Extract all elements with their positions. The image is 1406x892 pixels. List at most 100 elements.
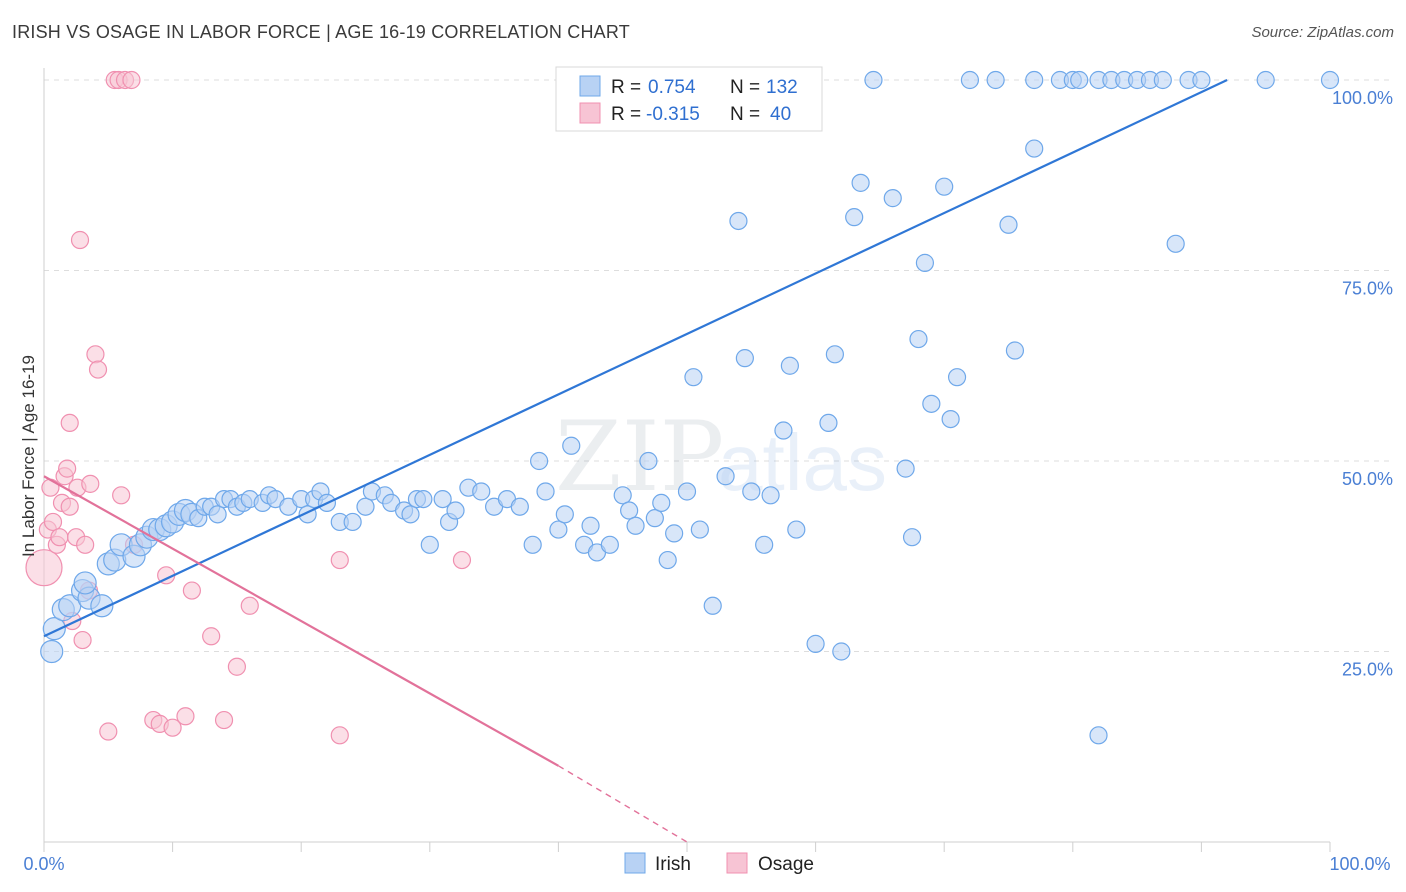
irish-r-value: 0.754 xyxy=(648,77,696,98)
irish-point-0 xyxy=(40,639,64,664)
legend-osage-swatch xyxy=(726,852,748,874)
irish-point-122 xyxy=(1166,234,1185,253)
osage-point-16 xyxy=(76,535,95,554)
irish-point-67 xyxy=(600,535,619,554)
irish-point-48 xyxy=(414,490,433,509)
watermark: ZIP atlas xyxy=(555,401,887,513)
series-legend: Irish Osage xyxy=(624,852,814,875)
irish-point-94 xyxy=(845,208,864,227)
osage-point-21 xyxy=(99,722,118,741)
irish-point-76 xyxy=(677,482,697,501)
legend-irish-label: Irish xyxy=(655,854,691,875)
osage-point-15 xyxy=(73,630,92,650)
osage-trend-extension xyxy=(558,765,688,843)
irish-n-label: N = xyxy=(730,77,760,98)
irish-point-77 xyxy=(684,368,703,387)
irish-point-125 xyxy=(1256,70,1275,90)
irish-point-98 xyxy=(896,459,915,478)
irish-point-95 xyxy=(851,173,870,192)
osage-point-38 xyxy=(330,726,349,745)
osage-point-2 xyxy=(41,478,60,497)
source-label: Source: ZipAtlas.com xyxy=(1251,24,1394,41)
irish-point-89 xyxy=(787,520,806,539)
osage-legend-swatch xyxy=(579,102,601,124)
irish-point-83 xyxy=(742,482,761,501)
irish-point-75 xyxy=(665,524,684,543)
irish-point-85 xyxy=(761,486,780,505)
irish-point-24 xyxy=(208,505,227,524)
chart-title: IRISH VS OSAGE IN LABOR FORCE | AGE 16-1… xyxy=(12,22,630,42)
irish-point-121 xyxy=(1153,70,1172,90)
osage-point-19 xyxy=(86,345,105,364)
irish-point-41 xyxy=(356,497,375,516)
irish-point-104 xyxy=(941,409,960,429)
irish-point-97 xyxy=(883,189,902,208)
irish-point-93 xyxy=(832,642,851,661)
irish-point-96 xyxy=(864,70,883,90)
irish-point-92 xyxy=(825,345,844,364)
osage-point-31 xyxy=(163,718,182,737)
irish-point-50 xyxy=(433,490,452,509)
osage-points xyxy=(25,70,472,745)
x-axis-ticks xyxy=(43,842,1331,852)
irish-point-57 xyxy=(510,497,529,516)
gridlines xyxy=(44,79,1390,652)
irish-point-78 xyxy=(690,520,709,539)
irish-point-7 xyxy=(73,571,97,595)
osage-point-20 xyxy=(88,360,108,379)
y-tick-label-50: 50.0% xyxy=(1342,469,1393,489)
irish-point-69 xyxy=(620,501,639,520)
irish-r-label: R = xyxy=(611,77,641,98)
irish-point-102 xyxy=(922,394,941,413)
osage-point-35 xyxy=(214,710,234,730)
irish-point-54 xyxy=(472,482,491,501)
irish-point-90 xyxy=(806,634,825,653)
x-tick-label-max: 100.0% xyxy=(1329,854,1390,874)
irish-point-81 xyxy=(729,211,748,231)
irish-point-88 xyxy=(780,356,799,375)
osage-n-value: 40 xyxy=(770,104,791,125)
irish-point-103 xyxy=(935,177,954,196)
irish-point-100 xyxy=(909,329,928,349)
irish-point-109 xyxy=(1005,341,1025,360)
irish-point-58 xyxy=(523,535,542,554)
y-tick-label-100: 100.0% xyxy=(1332,88,1393,108)
irish-point-110 xyxy=(1025,139,1044,158)
irish-point-91 xyxy=(819,413,838,432)
osage-point-0 xyxy=(25,549,63,587)
irish-point-62 xyxy=(555,505,574,524)
irish-point-71 xyxy=(639,451,658,471)
irish-point-59 xyxy=(530,451,549,471)
osage-point-40 xyxy=(452,550,472,570)
irish-point-80 xyxy=(716,467,735,486)
irish-point-87 xyxy=(774,421,793,440)
y-axis-label: In Labor Force | Age 16-19 xyxy=(19,355,38,557)
irish-point-65 xyxy=(581,516,600,535)
osage-point-14 xyxy=(70,230,90,250)
osage-point-24 xyxy=(112,486,131,505)
osage-point-39 xyxy=(330,550,349,570)
irish-point-105 xyxy=(947,368,967,387)
irish-point-101 xyxy=(915,253,935,272)
irish-points xyxy=(40,70,1340,745)
irish-point-61 xyxy=(549,520,568,539)
osage-point-3 xyxy=(43,512,63,532)
osage-point-5 xyxy=(50,528,69,547)
irish-point-99 xyxy=(902,528,922,547)
watermark-zip: ZIP xyxy=(555,401,724,513)
irish-point-63 xyxy=(562,436,581,455)
y-tick-label-25: 25.0% xyxy=(1342,660,1393,680)
osage-point-26 xyxy=(122,70,141,90)
irish-point-114 xyxy=(1070,70,1089,90)
osage-point-34 xyxy=(202,627,221,646)
osage-point-9 xyxy=(60,413,79,432)
irish-trend-line xyxy=(43,79,1228,638)
osage-point-10 xyxy=(60,497,79,516)
irish-point-107 xyxy=(986,70,1005,90)
osage-r-value: -0.315 xyxy=(646,104,700,125)
irish-point-115 xyxy=(1089,726,1108,745)
osage-n-label: N = xyxy=(730,104,760,125)
irish-point-70 xyxy=(626,516,645,535)
osage-point-8 xyxy=(58,459,77,478)
